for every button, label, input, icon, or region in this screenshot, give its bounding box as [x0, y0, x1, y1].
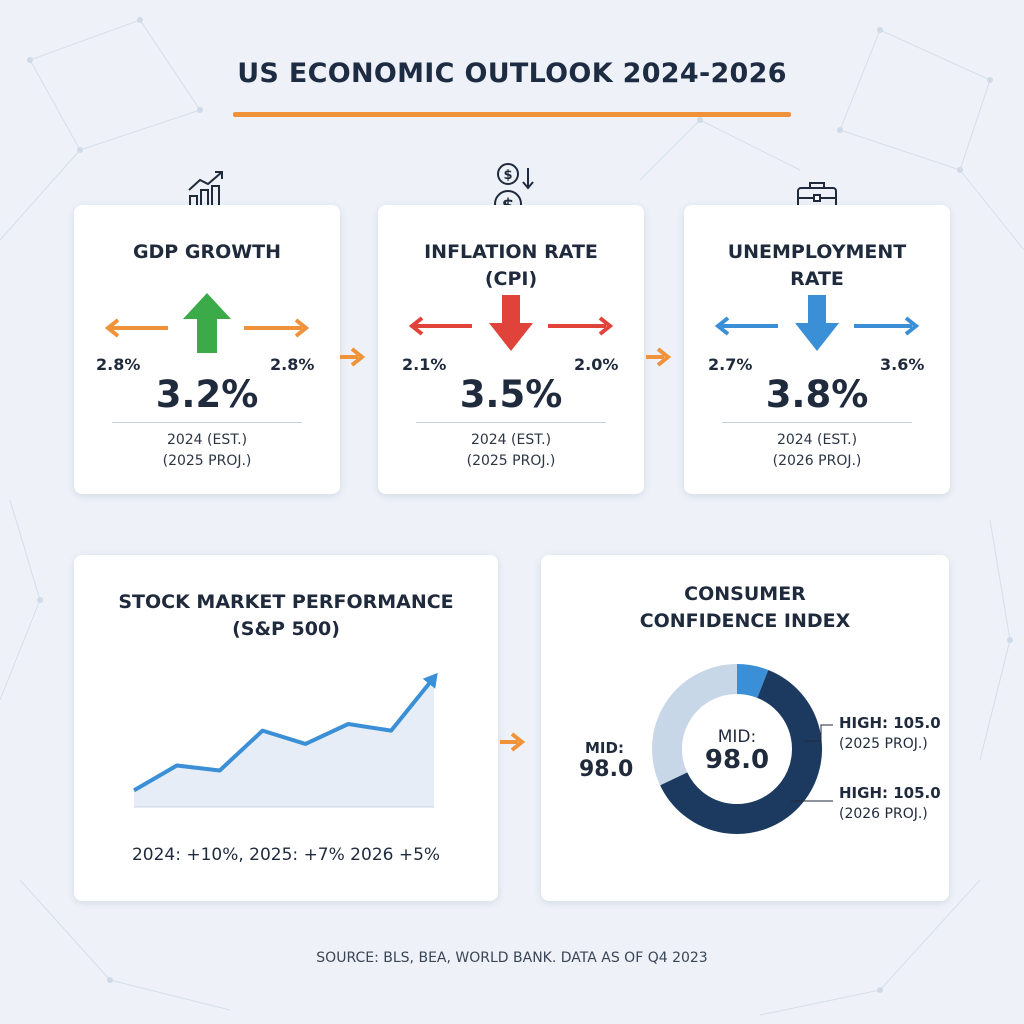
- unemployment-sub-1: 2024 (EST.): [776, 432, 858, 448]
- consumer-card: CONSUMER CONFIDENCE INDEX MID: 98.0 MID:…: [541, 555, 949, 901]
- down-arrow-icon: [795, 295, 839, 351]
- right-arrow-icon: [854, 316, 920, 336]
- leader-lines: [791, 724, 833, 802]
- unemployment-title-2: RATE: [790, 268, 844, 290]
- donut-left-value: 98.0: [579, 757, 634, 782]
- gdp-sub-1: 2024 (EST.): [166, 432, 248, 448]
- unemployment-left-value: 2.7%: [708, 355, 753, 374]
- inflation-sub-2: (2025 PROJ.): [466, 453, 556, 469]
- donut-label-right-bottom: HIGH: 105.0 (2026 PROJ.): [839, 783, 941, 824]
- unemployment-right-value: 3.6%: [880, 355, 925, 374]
- unemployment-sub-2: (2026 PROJ.): [772, 453, 862, 469]
- left-arrow-icon: [104, 318, 168, 338]
- right-bottom-value: HIGH: 105.0: [839, 784, 941, 802]
- page-title: US ECONOMIC OUTLOOK 2024-2026: [237, 58, 787, 89]
- gdp-left-value: 2.8%: [96, 355, 141, 374]
- donut-slice: [736, 664, 769, 699]
- gdp-card: GDP GROWTH 2.8% 2.8% 3.2% 2024 (EST.) (2…: [74, 205, 340, 494]
- divider: [112, 422, 302, 423]
- series-line: [132, 676, 436, 793]
- donut-slice: [660, 669, 822, 834]
- source-note: SOURCE: BLS, BEA, WORLD BANK. DATA AS OF…: [316, 950, 708, 966]
- unemployment-card: UNEMPLOYMENT RATE 2.7% 3.6% 3.8% 2024 (E…: [684, 205, 950, 494]
- stock-title-1: STOCK MARKET PERFORMANCE: [118, 591, 454, 613]
- unemployment-title-1: UNEMPLOYMENT: [727, 241, 907, 263]
- line-area: [134, 677, 434, 807]
- right-bottom-sub: (2026 PROJ.): [839, 806, 928, 822]
- right-top-value: HIGH: 105.0: [839, 714, 941, 732]
- gdp-right-value: 2.8%: [270, 355, 315, 374]
- up-arrow-icon: [183, 293, 231, 353]
- inflation-left-value: 2.1%: [402, 355, 447, 374]
- unemployment-main-value: 3.8%: [765, 373, 869, 416]
- consumer-donut-chart: [652, 664, 822, 834]
- donut-center-label: MID:: [717, 727, 757, 747]
- line-arrowhead: [422, 672, 438, 689]
- right-top-sub: (2025 PROJ.): [839, 736, 928, 752]
- left-arrow-icon: [408, 316, 472, 336]
- stock-line-chart: [132, 672, 438, 808]
- inflation-card: INFLATION RATE (CPI) 2.1% 2.0% 3.5% 2024…: [378, 205, 644, 494]
- svg-text:$: $: [503, 168, 512, 183]
- gdp-sub-2: (2025 PROJ.): [162, 453, 252, 469]
- inflation-main-value: 3.5%: [459, 373, 563, 416]
- stock-card: STOCK MARKET PERFORMANCE (S&P 500) 2024:…: [74, 555, 498, 901]
- right-arrow-icon: [548, 316, 614, 336]
- inflation-sub-1: 2024 (EST.): [470, 432, 552, 448]
- stock-title-2: (S&P 500): [232, 618, 340, 640]
- connector-arrow-icon: [500, 732, 526, 752]
- donut-slice: [652, 664, 738, 786]
- right-arrow-icon: [244, 318, 310, 338]
- divider: [416, 422, 606, 423]
- inflation-title-1: INFLATION RATE: [424, 241, 598, 263]
- connector-arrow-icon: [340, 347, 366, 367]
- donut-label-right-top: HIGH: 105.0 (2025 PROJ.): [839, 713, 941, 754]
- gdp-title: GDP GROWTH: [132, 241, 282, 263]
- donut-center-value: 98.0: [704, 745, 770, 775]
- gdp-main-value: 3.2%: [155, 373, 259, 416]
- inflation-title-2: (CPI): [484, 268, 538, 290]
- title-underline: [233, 112, 791, 117]
- left-arrow-icon: [714, 316, 778, 336]
- stock-caption: 2024: +10%, 2025: +7% 2026 +5%: [131, 845, 441, 865]
- connector-arrow-icon: [646, 347, 672, 367]
- divider: [722, 422, 912, 423]
- consumer-title-1: CONSUMER: [684, 583, 806, 605]
- consumer-title-2: CONFIDENCE INDEX: [639, 610, 851, 632]
- donut-left-label: MID:: [585, 739, 624, 757]
- down-arrow-icon: [489, 295, 533, 351]
- inflation-right-value: 2.0%: [574, 355, 619, 374]
